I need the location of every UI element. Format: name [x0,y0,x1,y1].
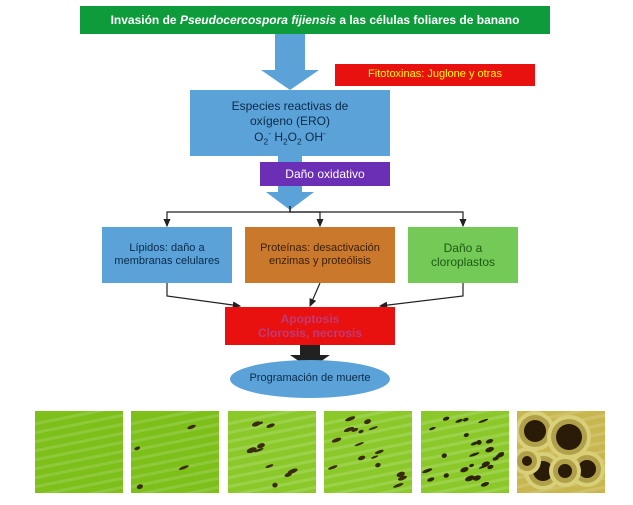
apoptosis-line2: Clorosis, necrosis [258,326,362,340]
leaf-stage-1 [35,411,123,493]
leaf-stage-6 [517,411,605,493]
lipids-box: Lípidos: daño a membranas celulares [102,227,232,283]
title-box: Invasión de Pseudocercospora fijiensis a… [80,6,550,34]
title-text: Invasión de Pseudocercospora fijiensis a… [111,13,520,27]
apoptosis-line1: Apoptosis [281,312,340,326]
dano-oxidativo-box: Daño oxidativo [260,162,390,186]
leaf-stage-3 [228,411,316,493]
dano-text: Daño oxidativo [285,167,364,181]
edge-lip-apop [167,283,240,306]
edge-to-proteins [290,206,320,226]
edge-chl-apop [380,283,463,306]
leaf-stage-2 [131,411,219,493]
lipids-text: Lípidos: daño a membranas celulares [108,242,226,268]
arrow-title-to-ero [261,34,319,90]
leaf-progression-row [35,411,605,493]
chloroplasts-text: Daño a cloroplastos [414,241,512,270]
fitotoxins-box: Fitotoxinas: Juglone y otras [335,64,535,86]
proteins-box: Proteínas: desactivación enzimas y prote… [245,227,395,283]
edge-prot-apop [310,283,320,306]
ero-line3: O2- H2O2 OH- [254,128,326,146]
leaf-stage-4 [324,411,412,493]
leaf-stage-5 [421,411,509,493]
chloroplasts-box: Daño a cloroplastos [408,227,518,283]
death-text: Programación de muerte [249,372,370,385]
apoptosis-box: Apoptosis Clorosis, necrosis [225,307,395,345]
ero-box: Especies reactivas de oxígeno (ERO) O2- … [190,90,390,156]
fitotoxins-text: Fitotoxinas: Juglone y otras [368,68,502,81]
proteins-text: Proteínas: desactivación enzimas y prote… [251,242,389,268]
death-ellipse: Programación de muerte [230,360,390,398]
edge-to-chloro [290,206,463,226]
ero-line1: Especies reactivas de [232,99,349,113]
ero-line2: oxígeno (ERO) [250,114,330,128]
edge-to-lipids [167,206,290,226]
